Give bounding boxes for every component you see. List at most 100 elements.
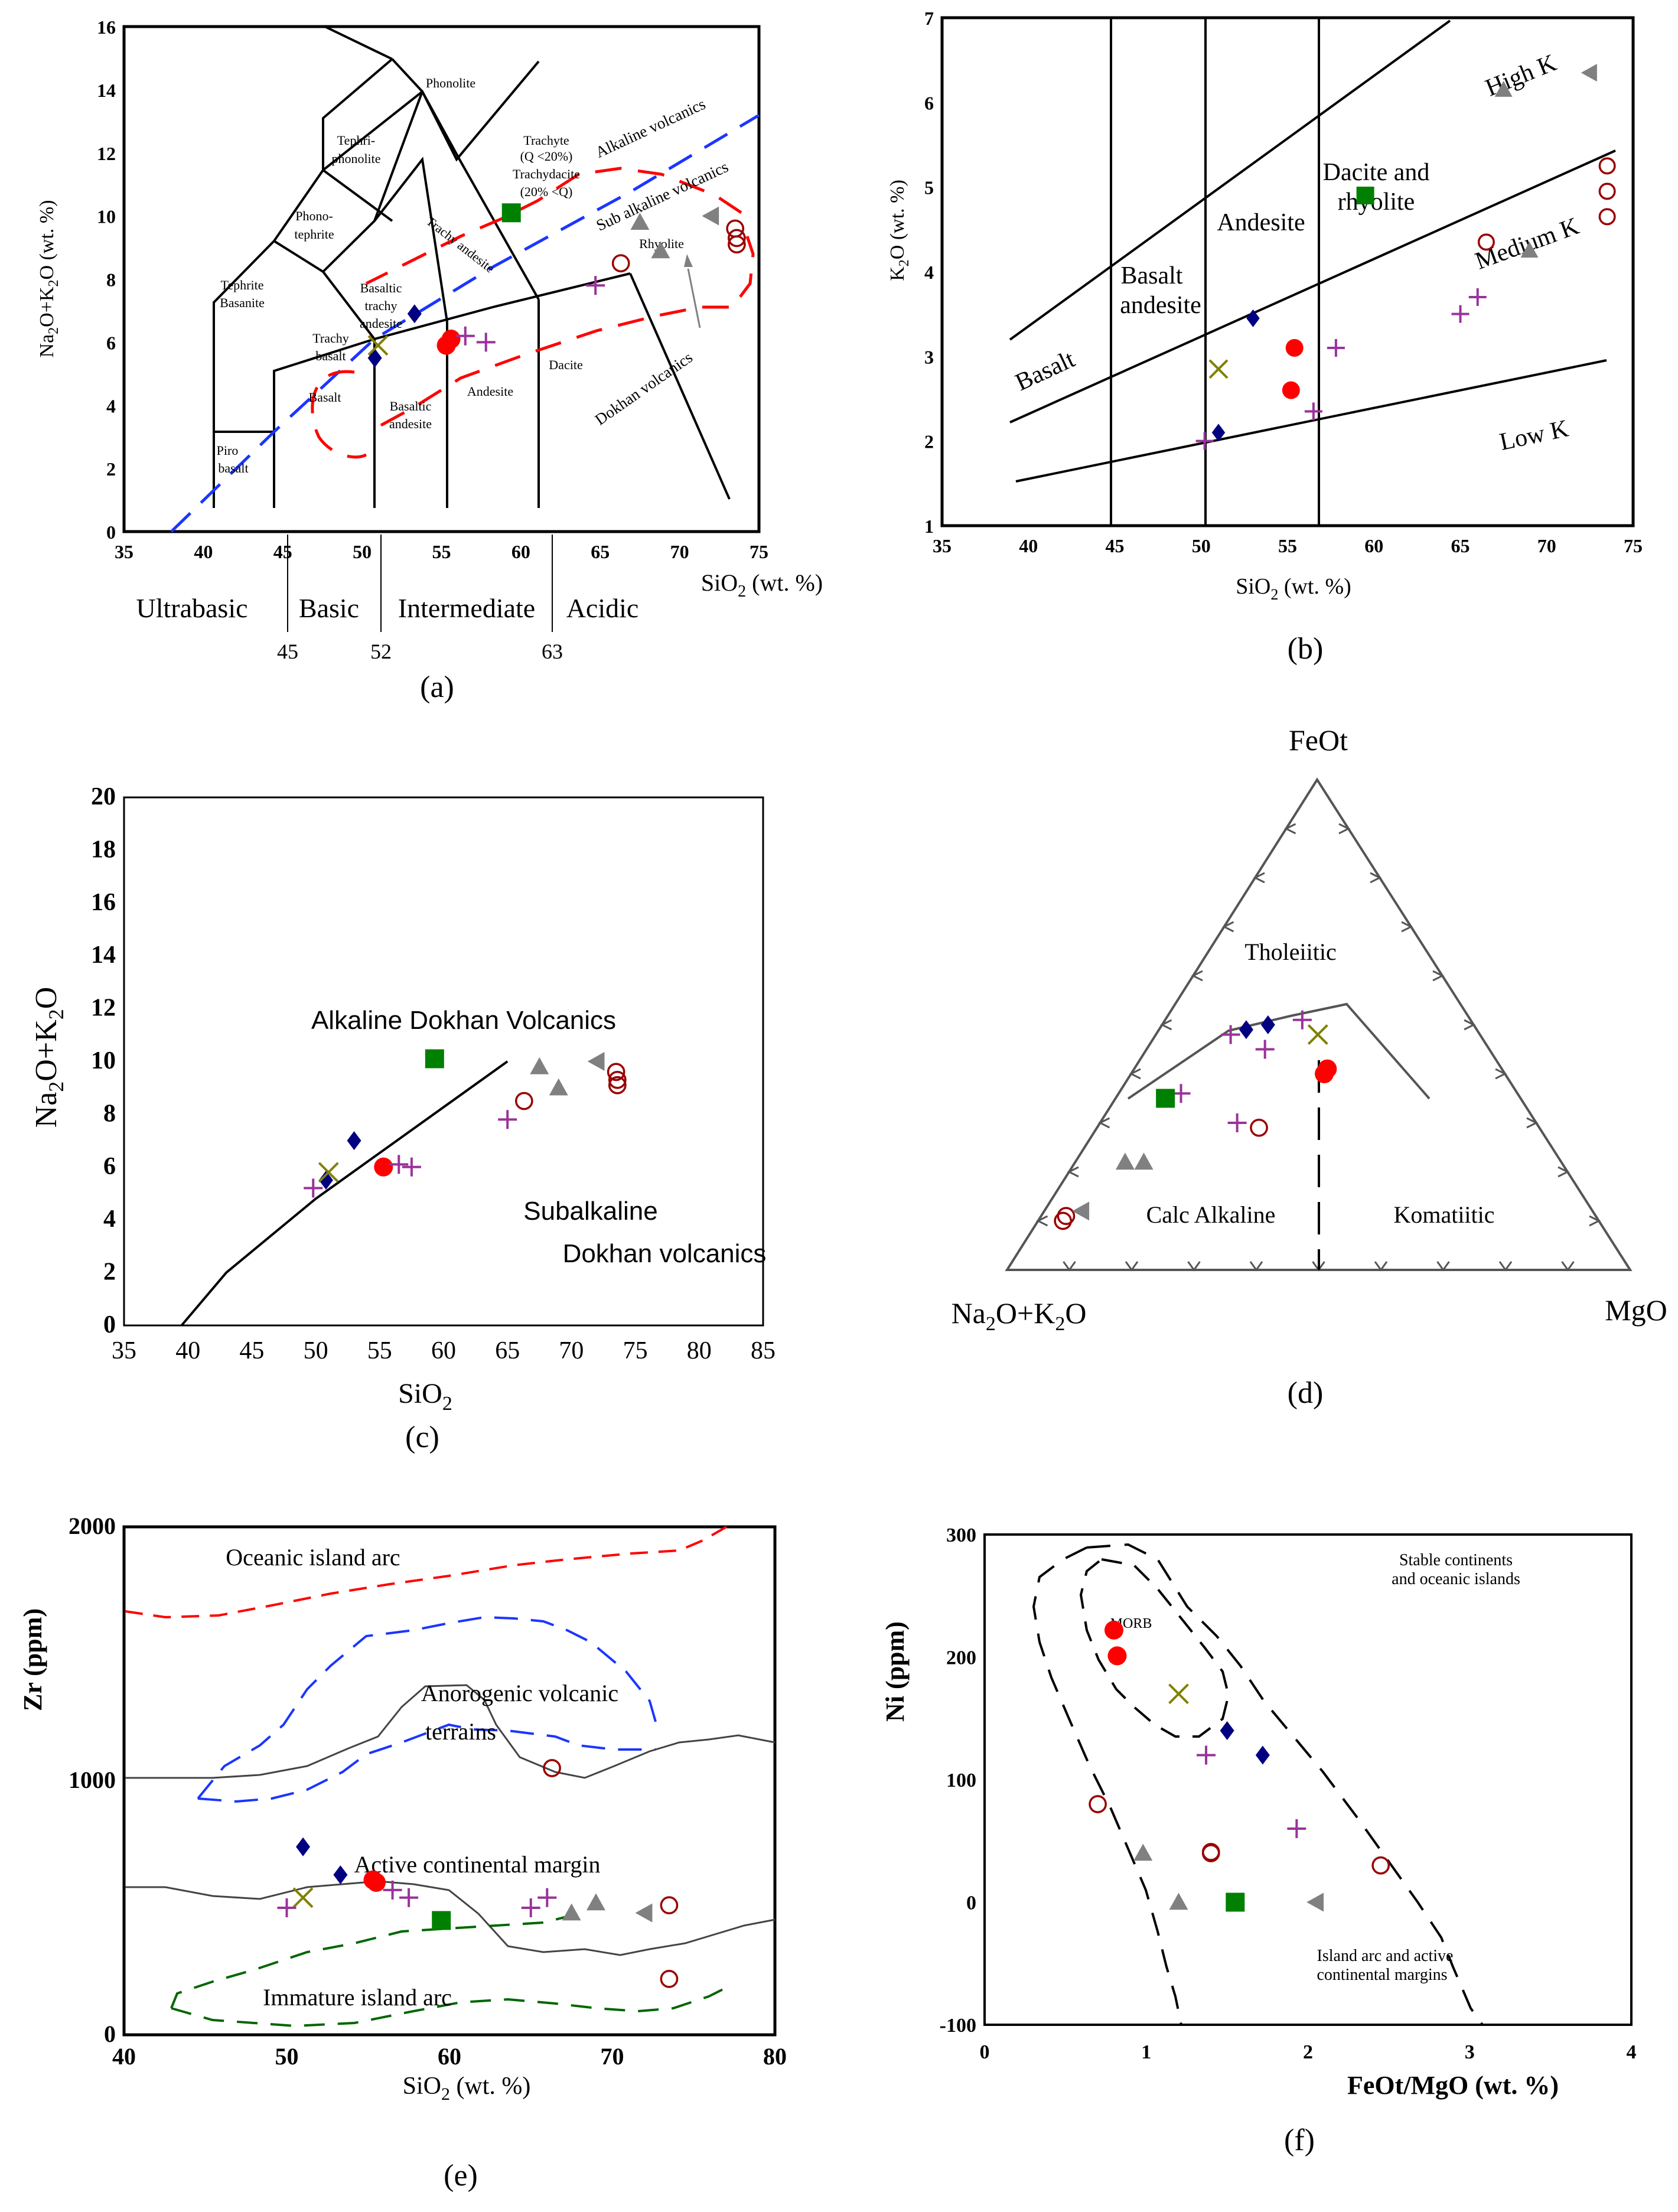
circle-open-marker xyxy=(1371,1856,1390,1875)
x-tick-labels: 0 1 2 3 4 xyxy=(980,2041,1637,2063)
triangle-left-marker xyxy=(1072,1201,1090,1221)
alkaline-subalkaline-divider xyxy=(170,113,760,533)
plus-marker xyxy=(1304,402,1322,421)
circle-open-marker xyxy=(728,229,746,247)
ternary-tick xyxy=(1374,1261,1388,1272)
plus-marker xyxy=(1451,305,1470,323)
x-tick-label: 35 xyxy=(112,1337,136,1364)
data-points xyxy=(1089,1620,1390,1912)
triangle-marker xyxy=(562,1903,581,1921)
field-label: Tephrite xyxy=(221,278,264,292)
plus-marker xyxy=(1221,1025,1240,1044)
x-tick-label: 2 xyxy=(1303,2041,1313,2063)
ternary-tick xyxy=(1498,1261,1513,1272)
boundary-line xyxy=(1009,149,1616,423)
plus-marker xyxy=(1327,339,1345,357)
y-tick-label: 6 xyxy=(103,1153,116,1180)
plus-marker xyxy=(1197,1745,1216,1765)
circle-filled-marker xyxy=(1104,1620,1123,1640)
field-label: Trachy xyxy=(312,331,349,346)
field-label: Low K xyxy=(1497,415,1571,456)
class-label: Intermediate xyxy=(398,593,535,623)
apex-label-right: MgO xyxy=(1605,1294,1667,1327)
field-label: Immature island arc xyxy=(263,1984,452,2011)
immature-arc-boundary xyxy=(170,1915,733,2028)
y-tick-label: 14 xyxy=(91,942,116,969)
field-labels: Tholeiitic Calc Alkaline Komatiitic xyxy=(1146,939,1495,1228)
x-tick-label: 85 xyxy=(751,1337,776,1364)
ternary-tick xyxy=(1187,1261,1201,1272)
plot-frame xyxy=(122,1525,777,2037)
x-tick-label: 70 xyxy=(559,1337,584,1364)
plus-marker xyxy=(304,1178,323,1198)
x-tick-labels: 35 40 45 50 55 60 65 70 75 xyxy=(933,535,1643,556)
field-label: Dacite xyxy=(549,357,582,372)
y-tick-label: 300 xyxy=(946,1524,976,1546)
x-axis-title: FeOt/MgO (wt. %) xyxy=(1347,2071,1559,2100)
boundary-line xyxy=(421,60,540,162)
diamond-marker xyxy=(296,1837,311,1856)
active-margin-upper xyxy=(125,1684,776,1779)
diamond-marker xyxy=(1246,309,1260,327)
apex-label-top: FeOt xyxy=(1289,724,1348,757)
boundary-line xyxy=(373,91,423,221)
x-marker xyxy=(1307,1024,1328,1045)
x-tick-label: 75 xyxy=(1624,535,1643,556)
field-label: Subalkaline xyxy=(523,1197,658,1226)
plus-marker xyxy=(455,326,475,346)
y-tick-label: 3 xyxy=(924,346,934,367)
y-tick-label: 0 xyxy=(106,522,116,543)
y-tick-label: 1 xyxy=(924,516,934,537)
square-marker xyxy=(1156,1089,1175,1108)
panel-e: Oceanic island arc Anorogenic volcanic t… xyxy=(18,1513,787,2193)
diamond-marker xyxy=(347,1131,361,1151)
x-tick-label: 70 xyxy=(670,541,689,562)
circle-open-marker xyxy=(608,1076,627,1094)
ternary-tick xyxy=(1063,1261,1076,1272)
circle-open-marker xyxy=(1201,1843,1220,1861)
ternary-tick xyxy=(1191,970,1203,982)
y-axis-title: Zr (ppm) xyxy=(18,1608,47,1711)
y-tick-label: 10 xyxy=(97,206,116,227)
y-tick-label: 0 xyxy=(103,1311,116,1338)
y-tick-labels: -100 0 100 200 300 xyxy=(940,1524,976,2037)
boundary-line xyxy=(322,157,448,322)
diamond-marker xyxy=(1211,423,1226,442)
x-tick-label: 55 xyxy=(367,1337,392,1364)
field-label: High K xyxy=(1482,49,1560,102)
field-label: Stable continents xyxy=(1399,1551,1513,1569)
circle-open-marker xyxy=(608,1070,627,1089)
field-label: andesite xyxy=(1120,292,1201,319)
panel-label: (c) xyxy=(405,1421,439,1454)
y-tick-label: 4 xyxy=(103,1206,116,1233)
field-label: Basaltic xyxy=(390,399,432,413)
field-labels: Oceanic island arc Anorogenic volcanic t… xyxy=(226,1544,618,2011)
square-marker xyxy=(1356,187,1374,204)
ternary-tick xyxy=(1067,1166,1079,1178)
y-tick-label: 6 xyxy=(924,92,934,113)
field-label: Basalt xyxy=(309,390,341,405)
field-label: andesite xyxy=(360,316,402,331)
y-tick-label: 12 xyxy=(91,995,116,1022)
x-tick-label: 40 xyxy=(175,1337,200,1364)
field-label: phonolite xyxy=(331,151,380,166)
circle-open-marker xyxy=(660,1970,679,1988)
field-label: Andesite xyxy=(1217,209,1305,236)
x-axis-title: SiO2 (wt. %) xyxy=(403,2073,531,2104)
plus-marker xyxy=(1227,1113,1247,1132)
x-tick-label: 60 xyxy=(431,1337,456,1364)
diamond-marker xyxy=(318,1171,333,1190)
y-tick-label: 4 xyxy=(106,395,116,416)
field-label: Oceanic island arc xyxy=(226,1544,400,1571)
y-tick-label: 2000 xyxy=(69,1513,116,1539)
field-label: Tholeiitic xyxy=(1244,939,1337,965)
field-label: Basanite xyxy=(220,295,265,310)
field-label: tephrite xyxy=(294,227,334,242)
field-label: Andesite xyxy=(467,384,513,399)
x-tick-label: 50 xyxy=(353,541,372,562)
triangle-marker xyxy=(630,213,650,230)
panel-label: (d) xyxy=(1288,1376,1324,1410)
y-tick-label: 200 xyxy=(946,1647,976,1669)
field-label: Basalt xyxy=(1011,346,1079,396)
x-tick-label: 60 xyxy=(438,2043,461,2070)
